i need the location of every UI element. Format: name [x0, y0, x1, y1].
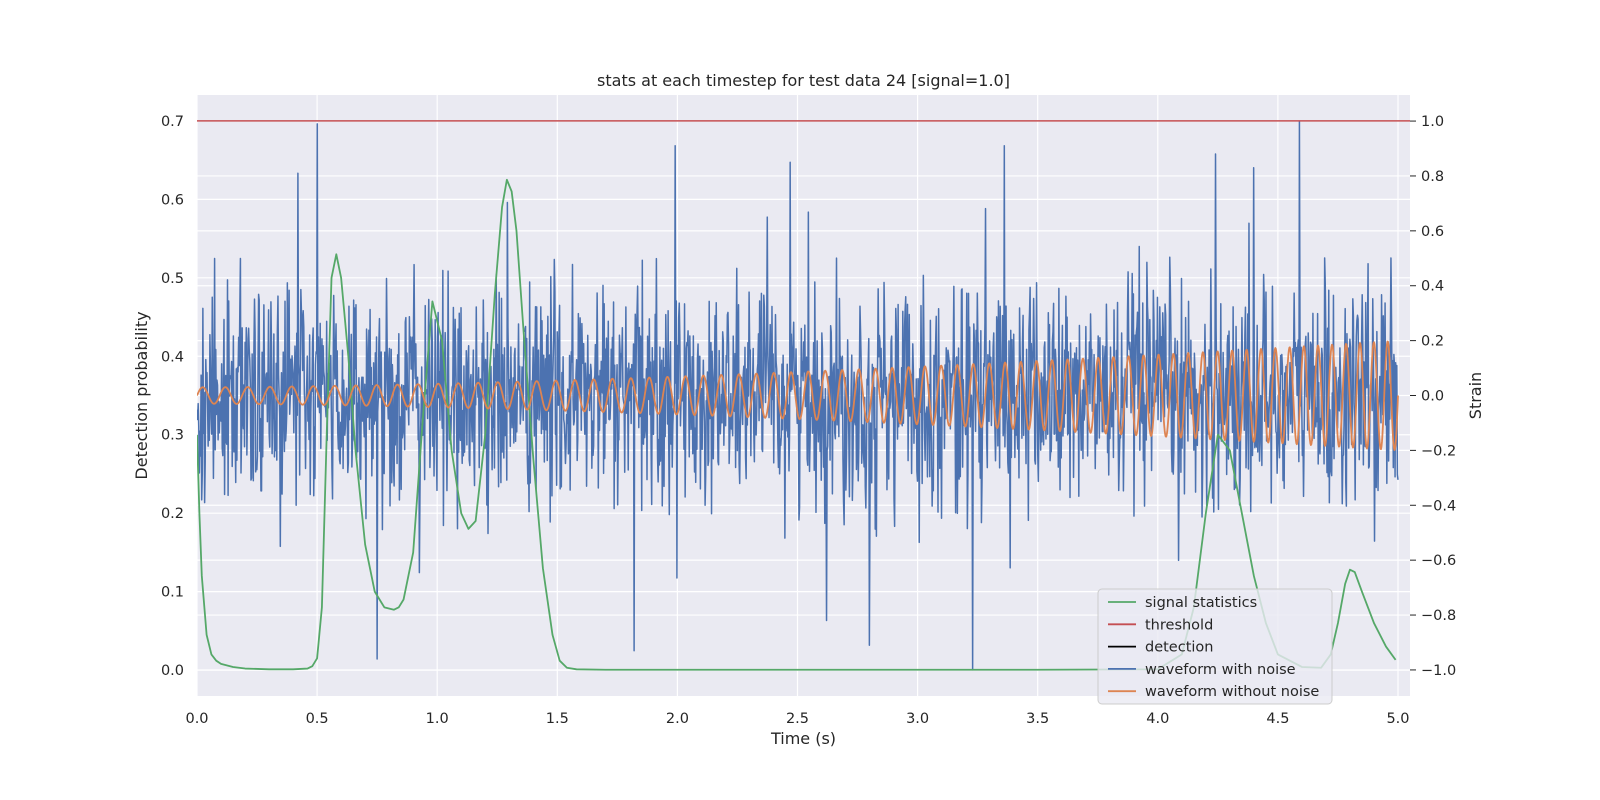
series-waveform-without-noise	[197, 340, 1399, 452]
y-tick-label: 0.6	[161, 192, 184, 208]
y-tick-label: 0.4	[161, 349, 184, 365]
axes: 0.0 0.5 1.0 1.5 2.0 2.5 3.0 3.5 4.0 4.5 5.0 0.0 0.1 0…	[161, 114, 1456, 727]
y2-tick-label: 0.8	[1421, 169, 1444, 185]
y2-axis-label: Strain	[1466, 372, 1485, 419]
legend-label: waveform without noise	[1145, 684, 1319, 700]
x-tick-label: 2.5	[786, 711, 809, 727]
x-tick-label: 5.0	[1386, 711, 1409, 727]
y-tick-label: 0.0	[161, 663, 184, 679]
legend-label: waveform with noise	[1145, 662, 1296, 678]
y2-tick-label: −0.8	[1421, 608, 1456, 624]
x-tick-label: 1.5	[546, 711, 569, 727]
y-tick-label: 0.7	[161, 114, 184, 130]
legend-label: signal statistics	[1145, 595, 1257, 611]
y2-tick-label: 1.0	[1421, 114, 1444, 130]
y2-tick-label: 0.0	[1421, 389, 1444, 405]
x-tick-label: 3.5	[1026, 711, 1049, 727]
x-axis-label: Time (s)	[770, 729, 836, 748]
y-tick-label: 0.5	[161, 271, 184, 287]
legend: signal statistics threshold detection wavef…	[1097, 588, 1333, 705]
series-waveform-with-noise	[197, 120, 1399, 671]
x-tick-label: 4.0	[1146, 711, 1169, 727]
y2-tick-label: −0.2	[1421, 443, 1456, 459]
legend-box	[1097, 588, 1333, 705]
y2-tick-label: 0.2	[1421, 334, 1444, 350]
y2-tick-label: 0.4	[1421, 279, 1444, 295]
legend-label: detection	[1145, 640, 1213, 656]
y2-tick-label: 0.6	[1421, 224, 1444, 240]
y2-tick-label: −0.4	[1421, 498, 1456, 514]
x-tick-label: 0.5	[306, 711, 329, 727]
x-tick-label: 1.0	[426, 711, 449, 727]
x-tick-label: 3.0	[906, 711, 929, 727]
legend-label: threshold	[1145, 617, 1213, 633]
y2-tick-label: −0.6	[1421, 553, 1456, 569]
y-tick-label: 0.1	[161, 585, 184, 601]
y-axis-label: Detection probability	[132, 311, 151, 479]
y-tick-label: 0.3	[161, 428, 184, 444]
x-tick-label: 0.0	[185, 711, 208, 727]
y-tick-label: 0.2	[161, 506, 184, 522]
chart-title: stats at each timestep for test data 24 …	[597, 71, 1010, 90]
x-tick-label: 4.5	[1266, 711, 1289, 727]
y2-tick-label: −1.0	[1421, 663, 1456, 679]
x-tick-label: 2.0	[666, 711, 689, 727]
